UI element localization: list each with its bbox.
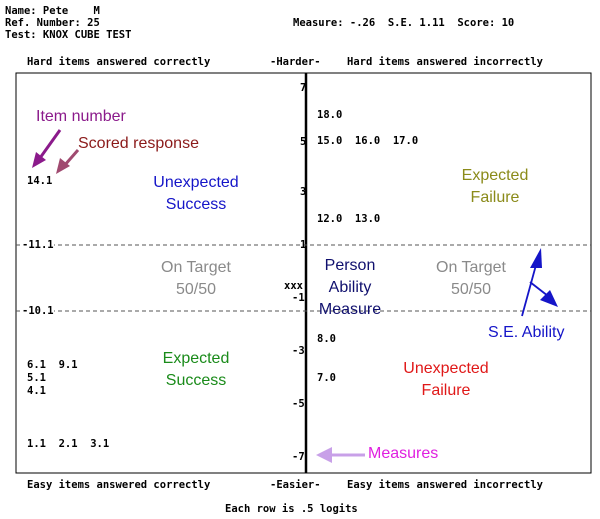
item-row-left: 5.1: [27, 372, 46, 384]
item-row-left: 4.1: [27, 385, 46, 397]
person-stats: Measure: -.26 S.E. 1.11 Score: 10: [293, 17, 515, 29]
map-frame: [15, 72, 592, 474]
unexpected-failure-annotation: Unexpected Failure: [403, 360, 489, 399]
item-number-arrow-line: [38, 129, 62, 159]
easier-label: -Easier-: [270, 479, 321, 491]
tick-5: 5: [300, 136, 307, 148]
tick-1: 1: [300, 239, 307, 251]
upper-band-label: -11.1: [22, 239, 54, 251]
item-row-right: 15.0 16.0 17.0: [317, 135, 419, 147]
se-arrow-down-head: [540, 290, 558, 307]
item-number-annotation: Item number: [36, 108, 126, 125]
person-marker: xxx: [284, 280, 303, 292]
unexpected-success-annotation: Unexpected Success: [153, 174, 239, 213]
se-arrow-down-line: [529, 281, 549, 297]
tick-neg5: -5: [292, 398, 305, 410]
scored-response-annotation: Scored response: [78, 135, 199, 152]
item-row-right: 8.0: [317, 333, 336, 345]
se-ability-annotation: S.E. Ability: [488, 324, 565, 341]
easy-correct-label: Easy items answered correctly: [27, 479, 211, 491]
expected-success-annotation: Expected Success: [162, 350, 230, 389]
hard-correct-label: Hard items answered correctly: [27, 56, 211, 68]
hard-incorrect-label: Hard items answered incorrectly: [347, 56, 543, 68]
on-target-right-annotation: On Target 50/50: [436, 259, 506, 298]
tick-7: 7: [300, 82, 307, 94]
item-row-right: 7.0: [317, 372, 336, 384]
item-row-right: 12.0 13.0: [317, 213, 381, 225]
item-row-left: 6.1 9.1: [27, 359, 78, 371]
expected-failure-annotation: Expected Failure: [461, 167, 529, 206]
se-arrow-up-head: [530, 248, 542, 268]
scored-response-arrowhead: [56, 158, 70, 174]
se-arrow-up-line: [521, 264, 537, 317]
item-number-arrowhead: [32, 152, 46, 168]
tick-neg3: -3: [292, 345, 305, 357]
item-row-left: 14.1: [27, 175, 53, 187]
harder-label: -Harder-: [270, 56, 321, 68]
item-row-left: 1.1 2.1 3.1: [27, 438, 110, 450]
measures-annotation: Measures: [368, 445, 439, 462]
tick-3: 3: [300, 186, 307, 198]
test-name: Test: KNOX CUBE TEST: [5, 29, 132, 41]
ref-number: Ref. Number: 25: [5, 17, 100, 29]
person-name: Name: Pete M: [5, 5, 100, 17]
person-ability-annotation: Person Ability Measure: [318, 257, 382, 318]
easy-incorrect-label: Easy items answered incorrectly: [347, 479, 543, 491]
measures-arrowhead: [316, 447, 332, 463]
item-row-right: 18.0: [317, 109, 343, 121]
footer-note: Each row is .5 logits: [225, 503, 358, 515]
on-target-left-annotation: On Target 50/50: [161, 259, 231, 298]
tick-neg7: -7: [292, 451, 305, 463]
tick-neg1: -1: [292, 292, 305, 304]
lower-band-label: -10.1: [22, 305, 54, 317]
